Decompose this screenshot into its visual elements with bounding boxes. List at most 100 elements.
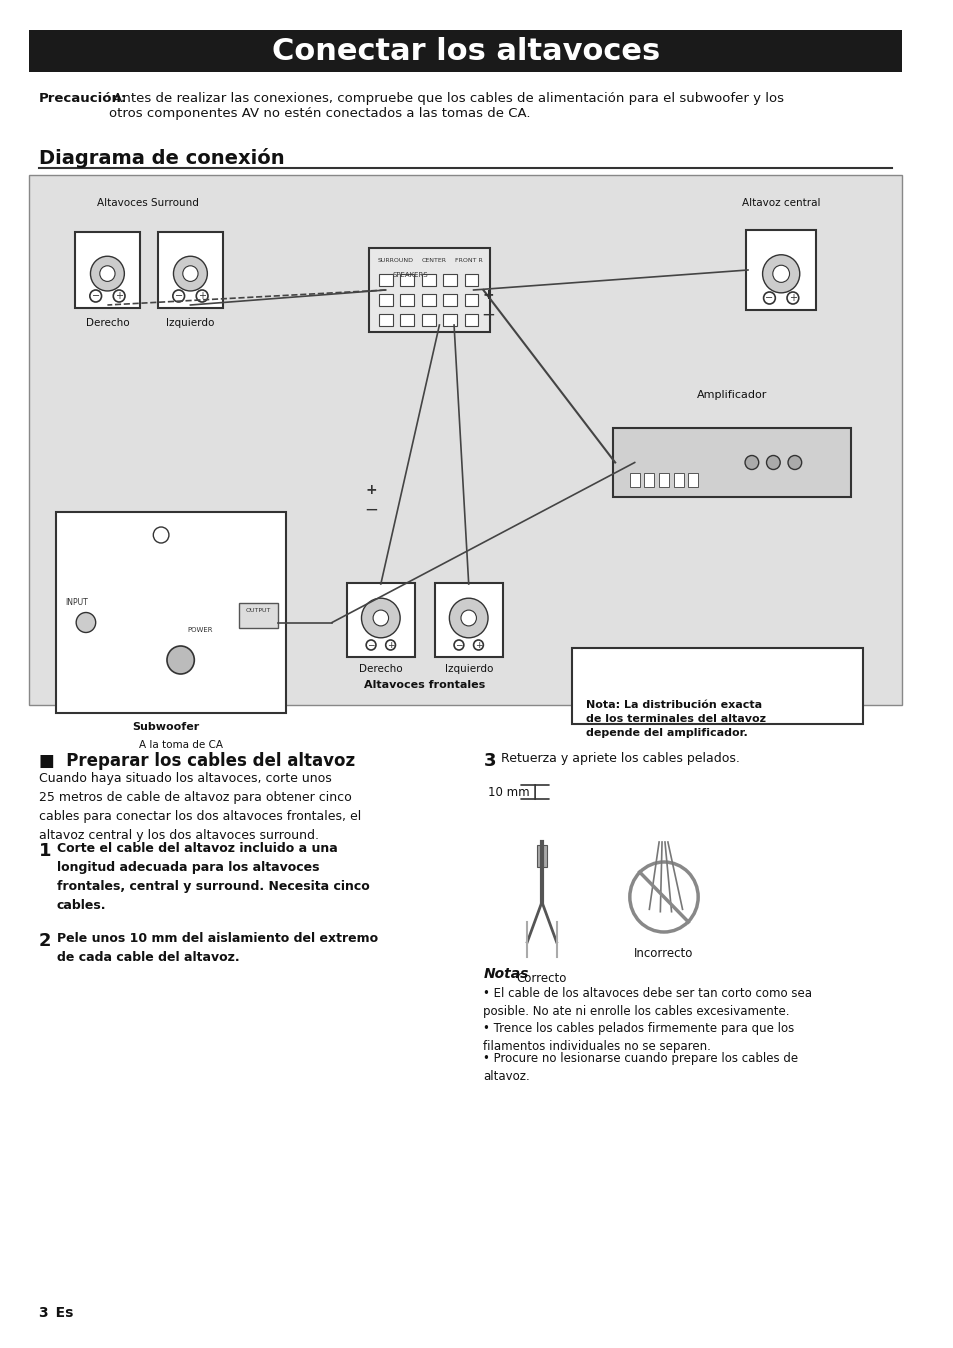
- Text: +: +: [365, 483, 376, 497]
- Text: Derecho: Derecho: [358, 665, 402, 674]
- Circle shape: [460, 611, 476, 625]
- Text: Nota: La distribución exacta
de los terminales del altavoz
depende del amplifica: Nota: La distribución exacta de los term…: [585, 700, 765, 737]
- Bar: [421, 314, 436, 326]
- Circle shape: [167, 646, 194, 674]
- Text: Notas: Notas: [483, 967, 528, 981]
- Text: +: +: [115, 291, 123, 301]
- Text: 3 Es: 3 Es: [39, 1306, 73, 1320]
- Text: +: +: [482, 288, 494, 302]
- Bar: [443, 294, 456, 306]
- Text: −: −: [364, 501, 377, 519]
- Text: −: −: [455, 640, 462, 650]
- Bar: [688, 473, 698, 487]
- Circle shape: [183, 266, 198, 282]
- Text: OUTPUT: OUTPUT: [246, 608, 272, 612]
- Text: Incorrecto: Incorrecto: [634, 948, 693, 960]
- Bar: [644, 473, 654, 487]
- Text: SURROUND: SURROUND: [377, 257, 413, 263]
- Text: Cuando haya situado los altavoces, corte unos
25 metros de cable de altavoz para: Cuando haya situado los altavoces, corte…: [39, 772, 361, 842]
- Text: Antes de realizar las conexiones, compruebe que los cables de alimentación para : Antes de realizar las conexiones, compru…: [110, 92, 783, 120]
- Circle shape: [744, 456, 758, 469]
- FancyBboxPatch shape: [30, 30, 902, 71]
- FancyBboxPatch shape: [158, 232, 222, 307]
- Text: SPEAKERS: SPEAKERS: [392, 272, 428, 278]
- Text: Izquierdo: Izquierdo: [166, 318, 214, 328]
- Text: • El cable de los altavoces debe ser tan corto como sea
posible. No ate ni enrol: • El cable de los altavoces debe ser tan…: [483, 987, 812, 1018]
- Bar: [378, 274, 392, 286]
- Text: −: −: [174, 291, 183, 301]
- Bar: [537, 845, 546, 867]
- Circle shape: [76, 612, 95, 632]
- Text: 1: 1: [39, 842, 51, 860]
- Text: Altavoz central: Altavoz central: [741, 198, 820, 208]
- Circle shape: [454, 640, 463, 650]
- FancyBboxPatch shape: [30, 175, 902, 705]
- Bar: [464, 314, 478, 326]
- Text: INPUT: INPUT: [65, 599, 88, 607]
- Bar: [400, 294, 414, 306]
- Bar: [239, 603, 278, 628]
- Bar: [378, 294, 392, 306]
- Bar: [400, 274, 414, 286]
- Text: 10 mm: 10 mm: [488, 786, 529, 798]
- Text: −: −: [367, 640, 375, 650]
- Text: −: −: [91, 291, 100, 301]
- Text: −: −: [481, 306, 495, 324]
- FancyBboxPatch shape: [75, 232, 139, 307]
- Circle shape: [172, 290, 184, 302]
- Bar: [443, 314, 456, 326]
- FancyBboxPatch shape: [434, 582, 502, 656]
- Text: −: −: [764, 293, 773, 303]
- FancyBboxPatch shape: [55, 512, 286, 713]
- Circle shape: [91, 256, 124, 291]
- Circle shape: [772, 266, 789, 282]
- Circle shape: [153, 527, 169, 543]
- Text: Altavoces frontales: Altavoces frontales: [364, 679, 485, 690]
- Text: Retuerza y apriete los cables pelados.: Retuerza y apriete los cables pelados.: [500, 752, 739, 766]
- Circle shape: [473, 640, 483, 650]
- Circle shape: [113, 290, 125, 302]
- Text: • Procure no lesionarse cuando prepare los cables de
altavoz.: • Procure no lesionarse cuando prepare l…: [483, 1051, 798, 1082]
- Text: +: +: [475, 640, 481, 650]
- Text: ■  Preparar los cables del altavoz: ■ Preparar los cables del altavoz: [39, 752, 355, 770]
- Bar: [421, 274, 436, 286]
- Text: Altavoces Surround: Altavoces Surround: [97, 198, 199, 208]
- Text: POWER: POWER: [187, 627, 213, 634]
- FancyBboxPatch shape: [613, 429, 851, 497]
- Text: Subwoofer: Subwoofer: [132, 723, 199, 732]
- Circle shape: [173, 256, 207, 291]
- Bar: [443, 274, 456, 286]
- Text: Pele unos 10 mm del aislamiento del extremo
de cada cable del altavoz.: Pele unos 10 mm del aislamiento del extr…: [56, 931, 377, 964]
- Text: FRONT R: FRONT R: [455, 257, 482, 263]
- Circle shape: [361, 599, 399, 638]
- FancyBboxPatch shape: [369, 248, 490, 332]
- FancyBboxPatch shape: [745, 231, 816, 310]
- Bar: [400, 314, 414, 326]
- Text: Diagrama de conexión: Diagrama de conexión: [39, 148, 284, 168]
- Circle shape: [100, 266, 115, 282]
- Circle shape: [449, 599, 488, 638]
- Text: • Trence los cables pelados firmemente para que los
filamentos individuales no s: • Trence los cables pelados firmemente p…: [483, 1022, 794, 1053]
- Text: 2: 2: [39, 931, 51, 950]
- Text: 3: 3: [483, 752, 496, 770]
- Bar: [378, 314, 392, 326]
- Text: Conectar los altavoces: Conectar los altavoces: [272, 36, 659, 66]
- Text: Precaución:: Precaución:: [39, 92, 127, 105]
- FancyBboxPatch shape: [572, 648, 862, 724]
- Text: +: +: [386, 640, 394, 650]
- Text: Correcto: Correcto: [517, 972, 566, 985]
- Circle shape: [196, 290, 208, 302]
- Bar: [659, 473, 668, 487]
- Circle shape: [385, 640, 395, 650]
- Circle shape: [786, 293, 798, 305]
- Text: +: +: [198, 291, 206, 301]
- Text: Derecho: Derecho: [86, 318, 129, 328]
- Text: CENTER: CENTER: [421, 257, 447, 263]
- Circle shape: [90, 290, 101, 302]
- Text: Izquierdo: Izquierdo: [444, 665, 493, 674]
- Bar: [421, 294, 436, 306]
- Circle shape: [366, 640, 375, 650]
- Bar: [464, 294, 478, 306]
- Circle shape: [765, 456, 780, 469]
- Text: +: +: [788, 293, 796, 303]
